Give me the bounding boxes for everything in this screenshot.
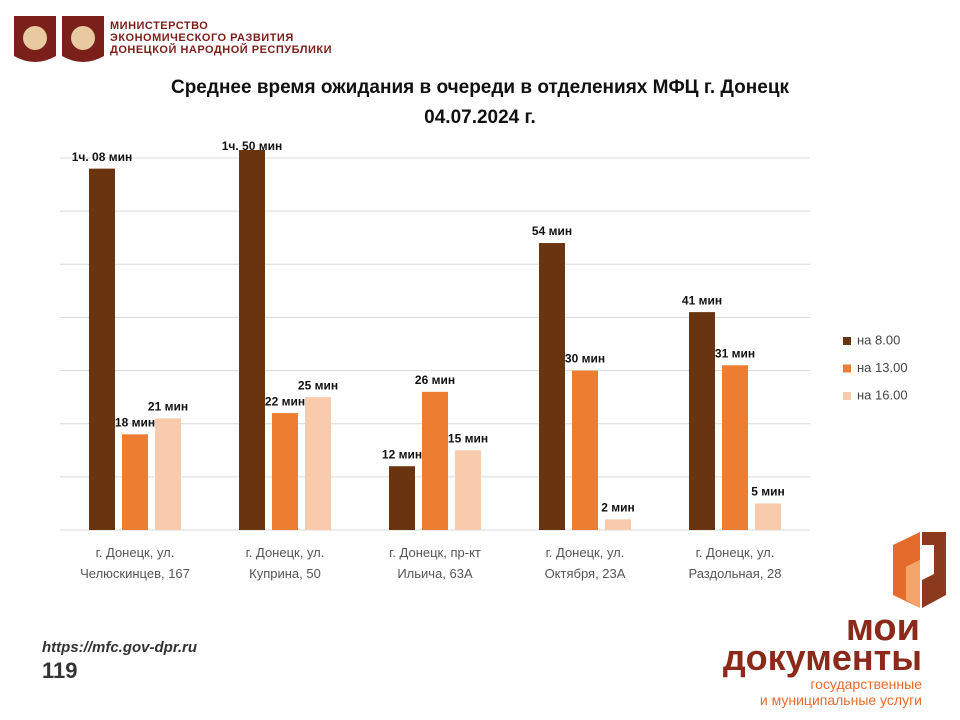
data-label: 15 мин	[448, 431, 488, 445]
bar	[722, 365, 748, 530]
x-tick-label: г. Донецк, пр-кт Ильича, 63А	[389, 545, 481, 581]
data-label: 18 мин	[115, 416, 155, 430]
data-label: 12 мин	[382, 447, 422, 461]
legend-label: на 16.00	[857, 387, 908, 402]
data-label: 25 мин	[298, 378, 338, 392]
bar	[689, 312, 715, 530]
brand-top: мои	[845, 607, 920, 649]
data-label: 21 мин	[148, 400, 188, 414]
x-tick-label: г. Донецк, ул. Раздольная, 28	[688, 545, 782, 581]
bar	[305, 397, 331, 530]
bar	[572, 370, 598, 530]
legend-label: на 8.00	[857, 332, 900, 347]
brand-sub: государственные и муниципальные услуги	[759, 676, 922, 708]
emblem	[14, 16, 104, 62]
data-label: 54 мин	[532, 224, 572, 238]
data-label: 1ч. 50 мин	[222, 139, 283, 153]
phone: 119	[42, 658, 78, 683]
bar	[272, 413, 298, 530]
url: https://mfc.gov-dpr.ru	[42, 639, 197, 656]
bar	[605, 519, 631, 530]
legend-swatch	[843, 337, 851, 345]
data-label: 22 мин	[265, 394, 305, 408]
data-label: 2 мин	[601, 501, 635, 515]
x-tick-label: г. Донецк, ул. Куприна, 50	[245, 545, 325, 581]
bar	[755, 503, 781, 530]
data-label: 41 мин	[682, 293, 722, 307]
data-label: 1ч. 08 мин	[72, 150, 133, 164]
bar	[155, 418, 181, 530]
bar	[539, 243, 565, 530]
bar	[389, 466, 415, 530]
data-label: 31 мин	[715, 346, 755, 360]
bars	[89, 150, 781, 530]
data-label: 5 мин	[751, 485, 785, 499]
legend-swatch	[843, 364, 851, 373]
ministry-name: МИНИСТЕРСТВО ЭКОНОМИЧЕСКОГО РАЗВИТИЯ ДОН…	[110, 20, 332, 56]
bar	[455, 450, 481, 530]
x-tick-label: г. Донецк, ул. Октября, 23А	[544, 545, 626, 581]
bar	[239, 150, 265, 530]
legend-label: на 13.00	[857, 360, 908, 375]
x-tick-label: г. Донецк, ул. Челюскинцев, 167	[80, 545, 190, 581]
bar	[122, 434, 148, 530]
brand-main: документы	[722, 637, 922, 678]
mfc-logo	[893, 532, 946, 608]
data-label: 26 мин	[415, 373, 455, 387]
bar	[89, 168, 115, 530]
legend-swatch	[843, 392, 851, 400]
data-label: 30 мин	[565, 352, 605, 366]
chart-title: Среднее время ожидания в очереди в отдел…	[170, 77, 790, 128]
bar	[422, 391, 448, 530]
